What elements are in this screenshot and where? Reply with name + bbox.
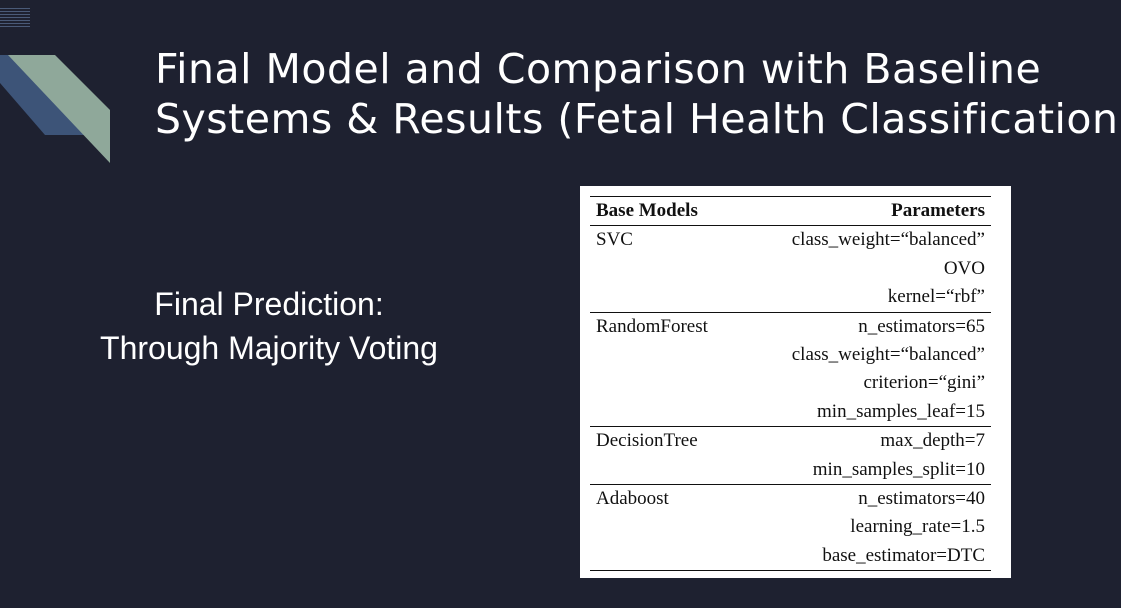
parameter-value: min_samples_split=10 <box>812 458 985 480</box>
parameter-value: OVO <box>943 257 985 279</box>
base-models-table-image: Base Models Parameters SVC class_weight=… <box>580 186 1011 578</box>
model-name: RandomForest <box>596 315 708 337</box>
parameter-value: kernel=“rbf” <box>887 286 985 308</box>
svc-group: SVC class_weight=“balanced” OVO kernel=“… <box>590 226 991 313</box>
table-header-row: Base Models Parameters <box>590 196 991 226</box>
final-prediction-line-1: Final Prediction: <box>154 286 384 322</box>
parameter-value: n_estimators=65 <box>858 315 985 337</box>
slide-title: Final Model and Comparison with Baseline… <box>155 44 1121 144</box>
parameter-value: base_estimator=DTC <box>822 544 985 566</box>
parameter-value: min_samples_leaf=15 <box>817 400 985 422</box>
table-row: SVC class_weight=“balanced” <box>590 226 991 255</box>
table-row: class_weight=“balanced” <box>590 341 991 369</box>
table-row: min_samples_split=10 <box>590 456 991 485</box>
table-row: OVO <box>590 255 991 283</box>
table-row: base_estimator=DTC <box>590 542 991 571</box>
parameter-value: class_weight=“balanced” <box>791 229 985 251</box>
parameter-value: criterion=“gini” <box>863 372 986 394</box>
table-row: DecisionTree max_depth=7 <box>590 427 991 456</box>
table-row: Adaboost n_estimators=40 <box>590 485 991 514</box>
final-prediction-text: Final Prediction: Through Majority Votin… <box>40 282 498 370</box>
chevron-green-shape <box>8 55 110 163</box>
table-row: criterion=“gini” <box>590 369 991 397</box>
parameter-value: n_estimators=40 <box>858 488 985 510</box>
decisiontree-group: DecisionTree max_depth=7 min_samples_spl… <box>590 427 991 485</box>
model-name: SVC <box>596 229 633 251</box>
slide-title-line-1: Final Model and Comparison with Baseline <box>155 45 1042 93</box>
slide-title-line-2: Systems & Results (Fetal Health Classifi… <box>155 95 1121 143</box>
parameter-value: class_weight=“balanced” <box>791 344 985 366</box>
table-row: min_samples_leaf=15 <box>590 398 991 427</box>
model-name: Adaboost <box>596 488 669 510</box>
decorative-chevron <box>0 55 110 163</box>
table-row: RandomForest n_estimators=65 <box>590 312 991 341</box>
base-models-table: Base Models Parameters SVC class_weight=… <box>590 196 991 571</box>
table-row: kernel=“rbf” <box>590 283 991 312</box>
parameter-value: learning_rate=1.5 <box>850 516 985 538</box>
table-row: learning_rate=1.5 <box>590 513 991 541</box>
header-base-models: Base Models <box>596 200 698 221</box>
adaboost-group: Adaboost n_estimators=40 learning_rate=1… <box>590 485 991 571</box>
final-prediction-line-2: Through Majority Voting <box>100 330 438 366</box>
header-parameters: Parameters <box>891 200 985 221</box>
corner-marks <box>0 8 30 29</box>
randomforest-group: RandomForest n_estimators=65 class_weigh… <box>590 312 991 427</box>
parameter-value: max_depth=7 <box>880 430 985 452</box>
model-name: DecisionTree <box>596 430 698 452</box>
